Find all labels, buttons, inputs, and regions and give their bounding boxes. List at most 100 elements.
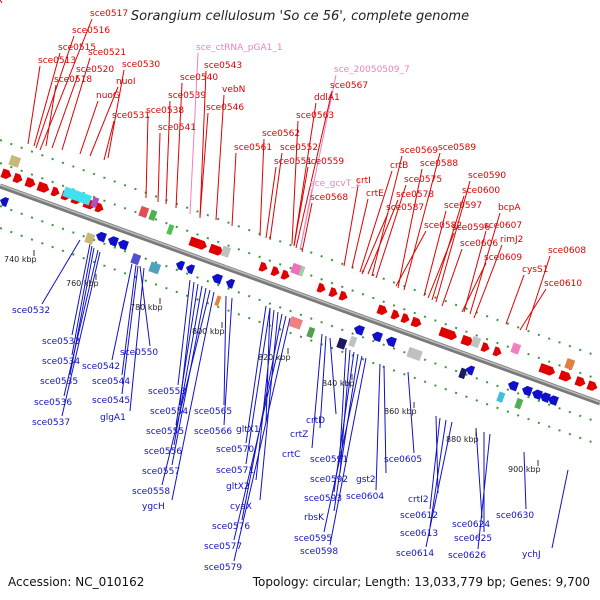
gene-label: sce0590 xyxy=(468,171,506,181)
top-label-leader xyxy=(199,112,209,217)
bottom-label-leader xyxy=(233,317,291,562)
gene-label: sce0535 xyxy=(40,377,78,387)
gene-label: sce0607 xyxy=(484,221,522,231)
reverse-gene-arrow xyxy=(540,392,551,403)
top-label-leader xyxy=(473,244,503,319)
top-label-leader xyxy=(435,180,471,303)
bottom-label-leader xyxy=(375,363,381,491)
gene-label: sce0521 xyxy=(88,48,126,58)
gene-label: sce0575 xyxy=(404,175,442,185)
reverse-gene-arrow xyxy=(522,385,533,397)
gene-label: sce0613 xyxy=(400,529,438,539)
gene-label: sce0610 xyxy=(544,279,582,289)
gene-label: nuoI xyxy=(116,77,136,87)
gene-label: sce0539 xyxy=(168,91,206,101)
reverse-gene-arrow xyxy=(108,236,119,247)
gene-label: sce0543 xyxy=(204,61,242,71)
gene-label: sce0558 xyxy=(132,487,170,497)
feature-block xyxy=(148,261,162,275)
bottom-label-leader xyxy=(429,417,441,510)
gene-label: sce0577 xyxy=(204,542,242,552)
reverse-gene-arrow xyxy=(466,365,476,376)
gene-label: sce0569 xyxy=(400,146,438,156)
gene-label: sce0576 xyxy=(212,522,250,532)
top-label-leader xyxy=(301,202,313,253)
top-label-leader xyxy=(505,274,525,325)
feature-block xyxy=(458,367,468,380)
gene-label: gst2 xyxy=(356,475,376,485)
forward-gene-arrow xyxy=(208,243,224,256)
reverse-gene-arrow xyxy=(354,325,365,336)
reverse-gene-arrow xyxy=(186,264,196,275)
kbp-tick-label: 760 kbp xyxy=(66,279,99,288)
top-label-leader xyxy=(269,152,283,241)
gene-label: sce_20050509_7 xyxy=(334,65,410,75)
forward-gene-arrow xyxy=(280,269,290,280)
reverse-gene-arrow xyxy=(386,336,397,348)
gene-label: sce0595 xyxy=(294,534,332,544)
genome-backbone xyxy=(0,183,600,406)
gene-label: sce0625 xyxy=(454,534,492,544)
gene-label: sce0592 xyxy=(310,475,348,485)
reverse-gene-arrow xyxy=(176,260,186,271)
reverse-gene-arrow xyxy=(532,389,543,401)
top-label-leader xyxy=(441,248,463,307)
bottom-label-leader xyxy=(551,469,569,549)
bottom-label-leader xyxy=(323,355,363,533)
kbp-tick-label: 780 kbp xyxy=(130,303,163,312)
gene-label: sce0568 xyxy=(310,193,348,203)
forward-gene-arrow xyxy=(258,261,268,272)
gene-label: crtZ xyxy=(290,430,308,440)
top-gene-labels: sce0517sce0516sce0515sce0513sce0518sce05… xyxy=(0,0,586,289)
forward-gene-arrow xyxy=(270,266,280,276)
top-label-leader xyxy=(45,84,57,147)
bottom-label-leader xyxy=(161,289,211,486)
top-label-leader xyxy=(189,52,199,215)
bottom-label-leader xyxy=(259,311,279,501)
forward-gene-arrow xyxy=(400,313,410,323)
feature-block xyxy=(90,196,100,209)
gene-label: sce0587 xyxy=(386,203,424,213)
label-leaders xyxy=(0,0,569,562)
gene-label: sce0609 xyxy=(484,253,522,263)
bottom-label-leader xyxy=(475,427,483,519)
gene-label: sce0544 xyxy=(92,377,130,387)
top-label-leader xyxy=(291,120,299,245)
gene-label: sce0598 xyxy=(300,547,338,557)
bottom-label-leader xyxy=(171,291,215,501)
bottom-label-leader xyxy=(61,251,101,417)
gene-label: rimJ2 xyxy=(500,235,523,245)
map-title: Sorangium cellulosum 'So ce 56', complet… xyxy=(130,9,470,24)
gene-label: sce0557 xyxy=(142,467,180,477)
reverse-gene-arrow xyxy=(548,395,559,406)
feature-block xyxy=(406,346,423,362)
gene-label: sce0518 xyxy=(54,75,92,85)
top-label-leader xyxy=(461,262,487,313)
forward-gene-arrow xyxy=(338,290,348,301)
gene-label: sce0624 xyxy=(452,520,490,530)
top-label-leader xyxy=(157,132,161,203)
gene-label: sce0567 xyxy=(330,81,368,91)
gene-label: sce0571 xyxy=(216,466,254,476)
gene-label: sce0614 xyxy=(396,549,434,559)
bottom-label-leader xyxy=(223,295,227,406)
top-label-leader xyxy=(33,52,61,147)
gene-label: sce0589 xyxy=(438,143,476,153)
forward-gene-arrow xyxy=(558,370,572,382)
bottom-label-leader xyxy=(71,243,91,336)
gene-label: sce0550 xyxy=(120,348,158,358)
top-label-leader xyxy=(231,152,237,227)
bottom-label-leader xyxy=(71,245,93,356)
gene-label: sce0531 xyxy=(112,111,150,121)
reverse-gene-arrow xyxy=(96,231,107,243)
top-label-leader xyxy=(299,188,313,251)
gene-label: sce0563 xyxy=(296,111,334,121)
feature-block xyxy=(166,224,175,236)
top-label-leader xyxy=(469,212,501,315)
kbp-tick-label: 800 kbp xyxy=(192,327,225,336)
gene-label: sce_ctRNA_pGA1_1 xyxy=(196,43,283,53)
gene-label: sce0515 xyxy=(58,43,96,53)
lower-inner-dotted-guide xyxy=(0,205,600,424)
bottom-label-leader xyxy=(523,451,527,510)
